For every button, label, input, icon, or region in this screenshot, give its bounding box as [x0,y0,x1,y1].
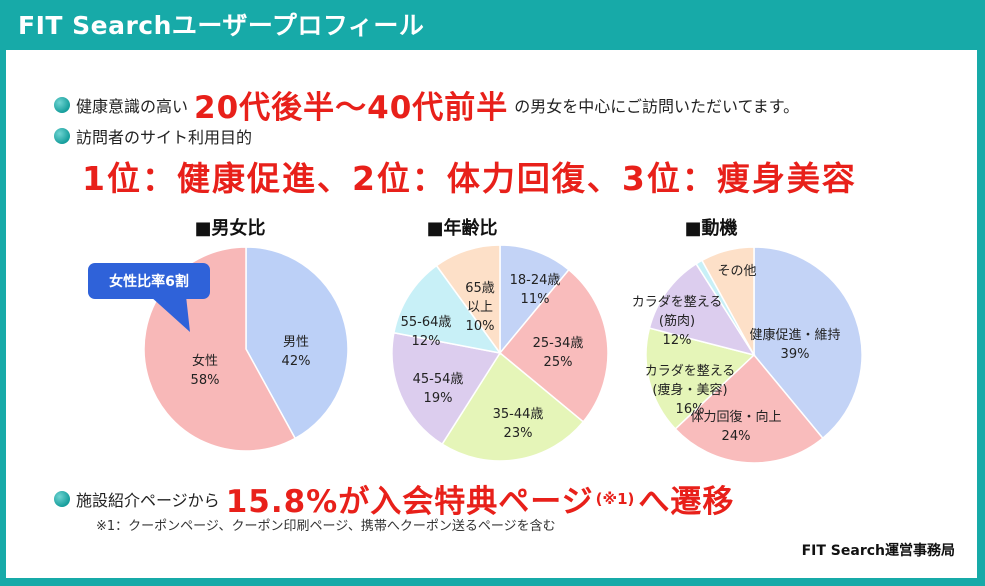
purpose-label: 訪問者のサイト利用目的 [76,128,253,147]
transition-highlight: 15.8%が入会特典ページ [225,484,594,520]
callout-tail [150,296,190,332]
target-age-highlight: 20代後半〜40代前半 [194,90,509,126]
bullet-icon [54,96,70,113]
pie-slice [435,244,501,356]
pie-slice [753,246,863,440]
bullet-target-age: 健康意識の高い 20代後半〜40代前半 の男女を中心にご訪問いただいてます。 [54,82,799,127]
page-title: FIT Searchユーザープロフィール [18,11,425,40]
transition-post: へ遷移 [638,484,735,520]
slice-label: 男性 42% [282,335,311,369]
slice-label: 25-34歳 25% [533,336,584,370]
slice-label: 健康促進・維持 39% [749,327,840,362]
slice-label: 35-44歳 23% [493,407,544,441]
pie-slice [645,327,756,430]
bullet-purpose: 訪問者のサイト利用目的 [54,124,252,148]
pie-title: ■年齢比 [426,217,497,239]
callout-box [88,263,210,299]
pie-slice [700,246,755,356]
bullet-icon [54,490,70,507]
female-ratio-callout: 女性比率6割 [88,263,210,332]
slice-label: 55-64歳 12% [401,315,452,349]
pie-title: ■動機 [684,217,737,239]
slice-label: 女性 58% [191,353,220,388]
transition-footnote-mark: (※1) [595,489,635,508]
footnote: ※1：クーポンページ、クーポン印刷ページ、携帯へクーポン送るページを含む [96,519,556,534]
slice-label: カラダを整える(痩身・美容) 16% [645,364,736,417]
bullet-transition: 施設紹介ページから 15.8%が入会特典ページ (※1) へ遷移 [54,476,740,521]
bullet-icon [54,128,70,144]
slice-label: 45-54歳 19% [413,372,464,406]
credit: FIT Search運営事務局 [801,543,955,559]
pie-slice [393,264,502,355]
pie-slice [648,262,756,357]
pie-slice [245,246,349,440]
transition-pre: 施設紹介ページから [76,490,220,510]
pie-chart-2: ■年齢比 18-24歳 11% 25-34歳 25% 35-44歳 23% 45-54歳 19%… [391,217,609,462]
slice-label: その他 [717,264,756,279]
pie-slice [674,353,824,464]
target-age-post: の男女を中心にご訪問いただいてます。 [514,96,800,116]
slice-label: カラダを整える(筋肉) 12% [632,295,723,348]
pie-title: ■男女比 [194,217,265,239]
target-age-pre: 健康意識の高い [76,96,189,116]
pie-slice [498,268,609,423]
purpose-ranking: 1位：健康促進、2位：体力回復、3位：痩身美容 [82,159,857,198]
slice-label: 体力回復・向上 24% [690,409,781,444]
slice-label: 65歳以上 10% [465,281,495,334]
pie-slice [441,351,585,462]
callout-text: 女性比率6割 [109,273,189,290]
pie-slice [391,331,502,446]
slice-label: 18-24歳 11% [510,273,561,307]
pie-slice [499,244,570,356]
